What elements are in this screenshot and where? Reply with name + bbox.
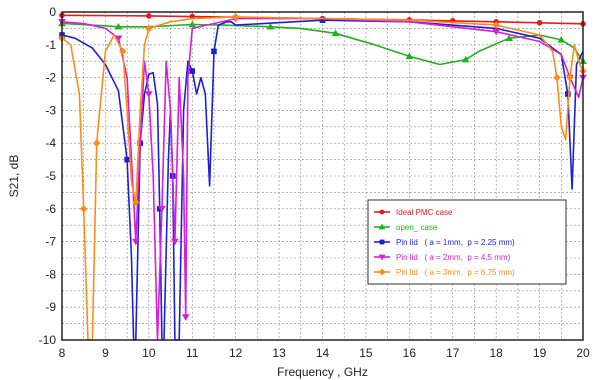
legend: Ideal PMC case open_ case Pin lid ( a = 1m… [367, 199, 567, 285]
data-point [189, 68, 196, 74]
x-tick-label: 8 [59, 346, 66, 360]
data-point [158, 206, 166, 213]
x-axis-label: Frequency , GHz [277, 365, 368, 379]
x-tick-label: 9 [102, 346, 109, 360]
y-tick-label: 0 [49, 5, 56, 19]
y-tick-label: -8 [45, 267, 56, 281]
data-point [79, 205, 88, 213]
data-point [188, 20, 197, 28]
x-tick-label: 12 [229, 346, 243, 360]
data-point [492, 21, 500, 29]
legend-marker [378, 254, 386, 261]
data-point [181, 314, 190, 321]
x-tick-labels: 8 9 10 11 12 13 14 15 16 17 18 19 20 [59, 346, 590, 360]
legend-entry: Pin lid ( a = 1mm, p = 2.25 mm) [396, 238, 515, 247]
y-tick-label: -5 [45, 169, 56, 183]
x-tick-label: 18 [489, 346, 503, 360]
data-point [492, 28, 500, 36]
data-point [145, 24, 153, 33]
x-tick-label: 15 [359, 346, 373, 360]
data-point [92, 139, 101, 147]
data-point [331, 29, 340, 37]
y-tick-label: -2 [45, 71, 56, 85]
data-point [114, 22, 123, 30]
legend-box [367, 199, 567, 285]
data-point [566, 73, 574, 82]
x-tick-label: 11 [186, 346, 199, 360]
data-point [266, 22, 275, 30]
data-point [114, 35, 123, 43]
x-tick-label: 16 [403, 346, 417, 360]
data-point [319, 17, 326, 23]
data-point [146, 13, 152, 19]
y-tick-label: -10 [39, 333, 57, 347]
legend-marker [379, 209, 385, 215]
x-tick-label: 20 [576, 346, 590, 360]
data-point [145, 91, 153, 98]
data-point [211, 48, 217, 55]
x-tick-label: 13 [272, 346, 286, 360]
legend-entry: open_ case [396, 223, 438, 232]
y-tick-label: -1 [45, 38, 56, 52]
data-point [118, 47, 127, 56]
y-tick-label: -3 [45, 103, 56, 117]
x-tick-label: 19 [533, 346, 547, 360]
data-point [124, 156, 130, 163]
legend-marker [378, 268, 386, 276]
x-tick-label: 14 [316, 346, 330, 360]
y-tick-label: -7 [45, 235, 56, 249]
data-point [557, 36, 566, 43]
data-point [505, 34, 513, 42]
data-point [553, 73, 561, 82]
plot-frame [61, 11, 584, 341]
legend-entry: Pin lid ( a = 2mm, p = 4.5 mm) [396, 253, 511, 262]
legend-entry: Pin lid ( a = 3mm, p = 6.75 mm) [396, 268, 515, 277]
y-axis-label: S21, dB [7, 155, 21, 198]
data-point [171, 238, 179, 246]
y-tick-label: -4 [45, 136, 56, 150]
y-tick-labels: 0 -1 -2 -3 -4 -5 -6 -7 -8 -9 -10 [39, 5, 57, 347]
data-point [132, 238, 140, 246]
legend-marker [378, 223, 386, 230]
data-point [405, 52, 414, 60]
y-tick-label: -6 [45, 202, 56, 216]
legend-marker [379, 239, 385, 245]
data-point [132, 198, 140, 207]
x-tick-label: 17 [446, 346, 460, 360]
data-point [536, 20, 543, 26]
legend-entry: Ideal PMC case [396, 208, 453, 217]
y-tick-label: -9 [45, 300, 56, 314]
data-point [565, 91, 571, 97]
x-tick-label: 10 [142, 346, 156, 360]
data-point [231, 13, 240, 21]
data-point [461, 55, 470, 63]
